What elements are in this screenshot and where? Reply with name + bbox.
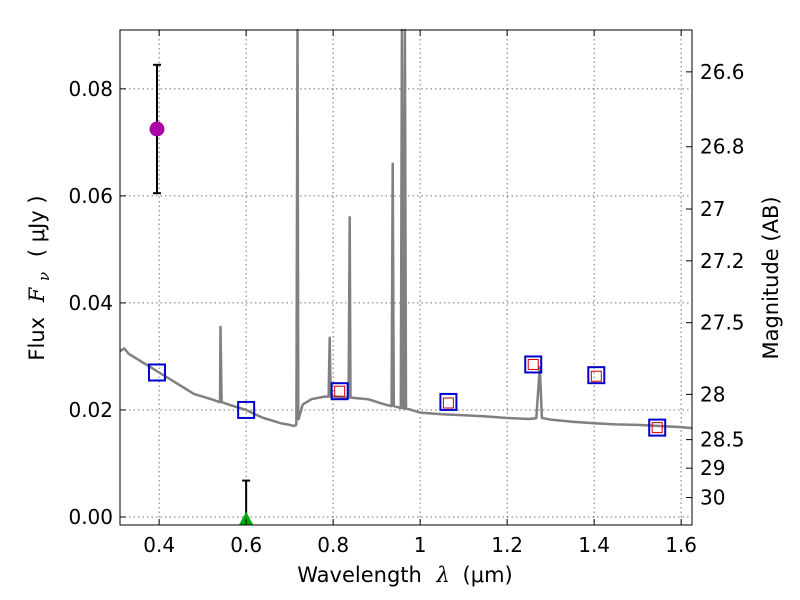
y2-tick-label: 27 xyxy=(700,197,725,221)
model-photometry-box xyxy=(147,363,166,382)
x-axis-label-text: Wavelength xyxy=(297,563,422,587)
observed-photometry-box xyxy=(334,385,346,397)
x-axis-label-symbol: λ xyxy=(436,563,450,587)
model-photometry-box xyxy=(237,400,256,419)
y2-tick-label: 26.8 xyxy=(700,135,745,159)
observed-photometry-box xyxy=(651,422,663,434)
y-tick-label: 0.02 xyxy=(68,398,113,422)
marker-layer xyxy=(147,63,667,525)
y-tick-label: 0.00 xyxy=(68,505,113,529)
y-axis-label-symbol: F xyxy=(25,286,49,303)
model-photometry-box xyxy=(648,418,667,437)
model-photometry-box xyxy=(330,382,349,401)
y2-tick-label: 28.5 xyxy=(700,428,745,452)
y-axis-label-subscript: ν xyxy=(35,272,53,281)
y2-tick-label: 30 xyxy=(700,486,725,510)
x-tick-label: 1 xyxy=(414,533,427,557)
y2-tick-label: 27.2 xyxy=(700,249,745,273)
y-axis-label-text: Flux xyxy=(25,317,49,361)
y-tick-label: 0.04 xyxy=(68,291,113,315)
y2-tick-label: 28 xyxy=(700,382,725,406)
observed-photometry-box xyxy=(442,397,454,409)
y2-tick-label: 27.5 xyxy=(700,311,745,335)
x-tick-label: 1.4 xyxy=(578,533,610,557)
spectrum-layer xyxy=(119,28,693,430)
y2-tick-label: 29 xyxy=(700,456,725,480)
observed-photometry-box xyxy=(590,370,602,382)
x-tick-label: 0.8 xyxy=(317,533,349,557)
detection-point xyxy=(149,121,165,137)
x-tick-label: 1.2 xyxy=(491,533,523,557)
x-tick-label: 0.4 xyxy=(143,533,175,557)
model-photometry-box xyxy=(439,392,458,411)
grid-lines xyxy=(120,30,692,525)
y-tick-label: 0.08 xyxy=(68,77,113,101)
x-tick-label: 1.6 xyxy=(665,533,697,557)
y-axis-label: Flux F ν ( μJy ) xyxy=(25,195,54,360)
y-axis-label-unit: ( μJy ) xyxy=(25,195,49,257)
ticks-layer: 0.4 0.6 0.8 1 1.2 1.4 1.6 0.00 0.02 0.04 0.06 0.08 2… xyxy=(68,30,745,557)
observed-photometry-box xyxy=(527,358,539,370)
y2-tick-label: 26.6 xyxy=(700,60,745,84)
y2-axis-label: Magnitude (AB) xyxy=(759,196,783,359)
spectrum-line xyxy=(119,28,693,430)
x-axis-label-unit: (μm) xyxy=(463,563,513,587)
plot-frame xyxy=(119,29,693,526)
y-tick-label: 0.06 xyxy=(68,184,113,208)
model-photometry-box xyxy=(587,366,606,385)
x-tick-label: 0.6 xyxy=(230,533,262,557)
model-photometry-box xyxy=(524,355,543,374)
upper-limit-triangle xyxy=(239,511,254,525)
x-axis-label: Wavelength λ (μm) xyxy=(297,563,512,587)
